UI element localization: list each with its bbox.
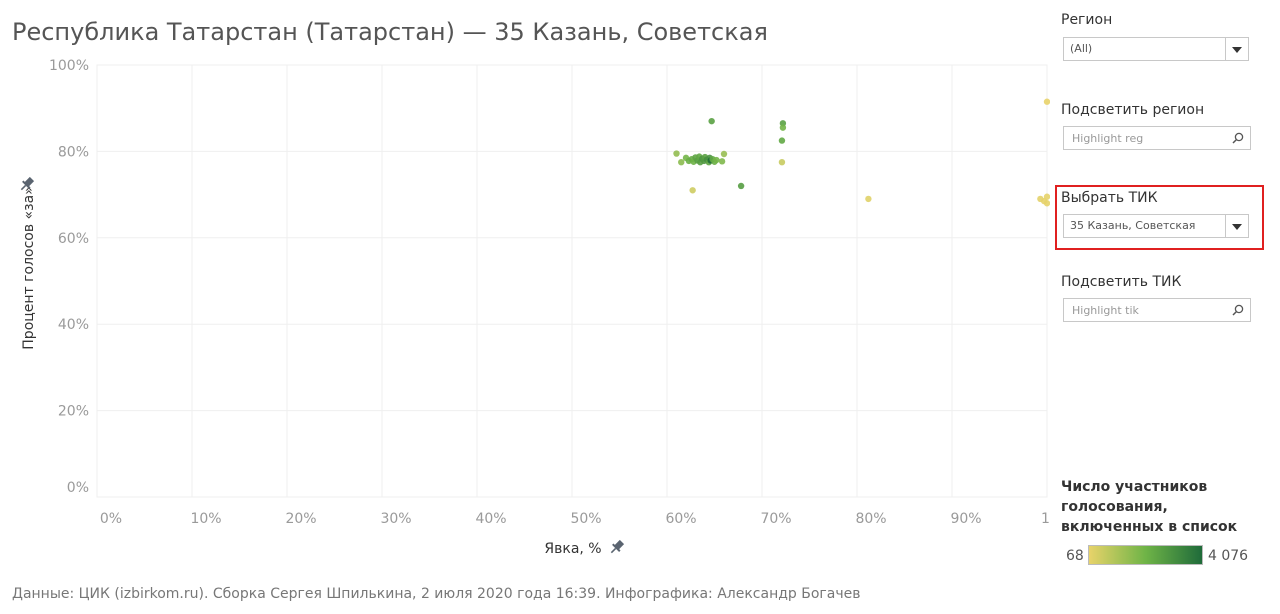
search-icon bbox=[1232, 304, 1244, 316]
data-point[interactable] bbox=[713, 156, 720, 164]
region-dropdown[interactable]: (All) bbox=[1063, 37, 1249, 61]
data-point[interactable] bbox=[708, 117, 715, 125]
highlight-tik-input[interactable] bbox=[1072, 302, 1222, 318]
data-points bbox=[673, 98, 1050, 207]
x-tick-label: 100% bbox=[1041, 511, 1050, 527]
data-point[interactable] bbox=[673, 150, 680, 157]
x-tick-label: 80% bbox=[855, 511, 886, 527]
highlight-tik-label: Подсветить ТИК bbox=[1061, 274, 1182, 290]
data-point[interactable] bbox=[718, 158, 726, 165]
data-point[interactable] bbox=[865, 195, 872, 203]
x-axis-ticks: 0% 10% 20% 30% 40% 50% 60% 70% 80% 90% 100% bbox=[100, 511, 1050, 527]
x-tick-label: 40% bbox=[475, 511, 506, 527]
tik-dropdown[interactable]: 35 Казань, Советская bbox=[1063, 214, 1249, 238]
y-axis-pin-icon[interactable] bbox=[18, 176, 36, 194]
x-tick-label: 10% bbox=[190, 511, 221, 527]
x-tick-label: 50% bbox=[570, 511, 601, 527]
color-legend-min: 68 bbox=[1066, 548, 1084, 564]
x-tick-label: 20% bbox=[285, 511, 316, 527]
color-legend-gradient bbox=[1088, 545, 1203, 565]
source-footer: Данные: ЦИК (izbirkom.ru). Сборка Сергея… bbox=[12, 586, 861, 602]
data-point[interactable] bbox=[737, 182, 745, 190]
highlight-tik-search[interactable] bbox=[1063, 298, 1251, 322]
selected-tik-highlight-frame bbox=[1055, 185, 1264, 250]
search-icon bbox=[1232, 132, 1244, 144]
region-dropdown-value: (All) bbox=[1070, 42, 1093, 55]
data-point[interactable] bbox=[1043, 193, 1050, 200]
chevron-down-icon[interactable] bbox=[1225, 38, 1248, 60]
scatter-plot[interactable]: 0% 10% 20% 30% 40% 50% 60% 70% 80% 90% 100% 0% 20% 4… bbox=[0, 0, 1050, 570]
select-tik-label: Выбрать ТИК bbox=[1061, 190, 1158, 206]
region-filter-label: Регион bbox=[1061, 12, 1113, 28]
tik-dropdown-value: 35 Казань, Советская bbox=[1070, 219, 1196, 232]
chart-title: Республика Татарстан (Татарстан) — 35 Ка… bbox=[12, 18, 768, 46]
x-tick-label: 60% bbox=[665, 511, 696, 527]
y-tick-label: 60% bbox=[58, 231, 89, 247]
x-tick-label: 30% bbox=[380, 511, 411, 527]
data-point[interactable] bbox=[689, 187, 696, 194]
x-tick-label: 70% bbox=[760, 511, 791, 527]
plot-grid bbox=[96, 64, 1048, 498]
data-point[interactable] bbox=[778, 159, 786, 166]
x-tick-label: 0% bbox=[100, 511, 122, 527]
color-legend-title: Число участников голосования, включенных… bbox=[1061, 479, 1238, 535]
y-tick-label: 40% bbox=[58, 317, 89, 333]
color-legend-max: 4 076 bbox=[1208, 548, 1249, 564]
data-point[interactable] bbox=[720, 150, 728, 158]
y-tick-label: 0% bbox=[67, 480, 89, 496]
data-point[interactable] bbox=[1043, 200, 1050, 207]
highlight-region-label: Подсветить регион bbox=[1061, 102, 1205, 118]
y-axis-title: Процент голосов «за» bbox=[21, 186, 37, 349]
highlight-region-input[interactable] bbox=[1072, 130, 1222, 146]
data-point[interactable] bbox=[779, 124, 787, 131]
y-axis-ticks: 0% 20% 40% 60% 80% 100% bbox=[49, 58, 89, 496]
highlight-region-search[interactable] bbox=[1063, 126, 1251, 150]
y-tick-label: 100% bbox=[49, 58, 89, 74]
x-axis-pin-icon[interactable] bbox=[608, 539, 626, 557]
y-tick-label: 80% bbox=[58, 144, 89, 160]
x-tick-label: 90% bbox=[950, 511, 981, 527]
y-tick-label: 20% bbox=[58, 404, 89, 420]
chevron-down-icon[interactable] bbox=[1225, 215, 1248, 237]
x-axis-title: Явка, % bbox=[544, 541, 601, 557]
data-point[interactable] bbox=[678, 159, 685, 166]
data-point[interactable] bbox=[778, 137, 786, 144]
data-point[interactable] bbox=[1043, 98, 1050, 105]
